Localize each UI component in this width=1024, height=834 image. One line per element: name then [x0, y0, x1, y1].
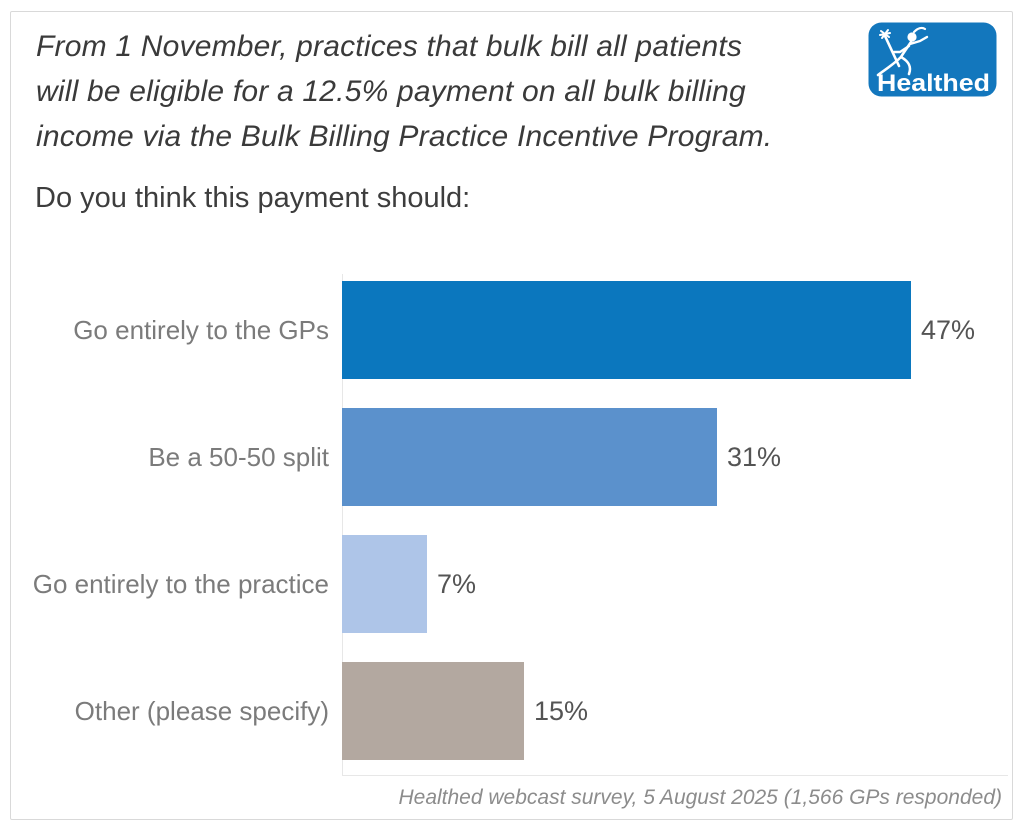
- intro-line: From 1 November, practices that bulk bil…: [36, 30, 743, 63]
- chart-title: Do you think this payment should:: [35, 182, 471, 214]
- bar-row: Be a 50-50 split 31%: [0, 408, 1024, 506]
- intro-statement: From 1 November, practices that bulk bil…: [36, 24, 772, 159]
- bar: [342, 408, 717, 506]
- bar-row: Go entirely to the practice 7%: [0, 535, 1024, 633]
- value-label: 15%: [534, 695, 589, 726]
- value-label: 47%: [921, 314, 976, 345]
- value-label: 7%: [437, 568, 477, 599]
- logo-wordmark: Healthed: [877, 70, 990, 97]
- bar-row: Other (please specify) 15%: [0, 662, 1024, 760]
- bar: [342, 535, 427, 633]
- bar: [342, 281, 911, 379]
- category-label: Go entirely to the practice: [32, 568, 329, 599]
- axis-line-vertical: [342, 274, 343, 776]
- healthed-logo: Healthed: [868, 22, 997, 97]
- category-label: Go entirely to the GPs: [73, 314, 329, 345]
- bar-row: Go entirely to the GPs 47%: [0, 281, 1024, 379]
- bar-chart: Go entirely to the GPs 47% Be a 50-50 sp…: [0, 270, 1024, 776]
- axis-line-horizontal: [342, 775, 1008, 776]
- value-label: 31%: [727, 441, 782, 472]
- healthed-logo-graphic: Healthed: [868, 22, 997, 97]
- source-caption: Healthed webcast survey, 5 August 2025 (…: [398, 786, 1002, 809]
- intro-line: will be eligible for a 12.5% payment on …: [36, 75, 746, 108]
- category-label: Other (please specify): [74, 695, 329, 726]
- logo-background: [868, 22, 997, 97]
- bar: [342, 662, 524, 760]
- category-label: Be a 50-50 split: [148, 441, 329, 472]
- hermes-runner-icon: [876, 26, 929, 77]
- intro-line: income via the Bulk Billing Practice Inc…: [36, 120, 773, 153]
